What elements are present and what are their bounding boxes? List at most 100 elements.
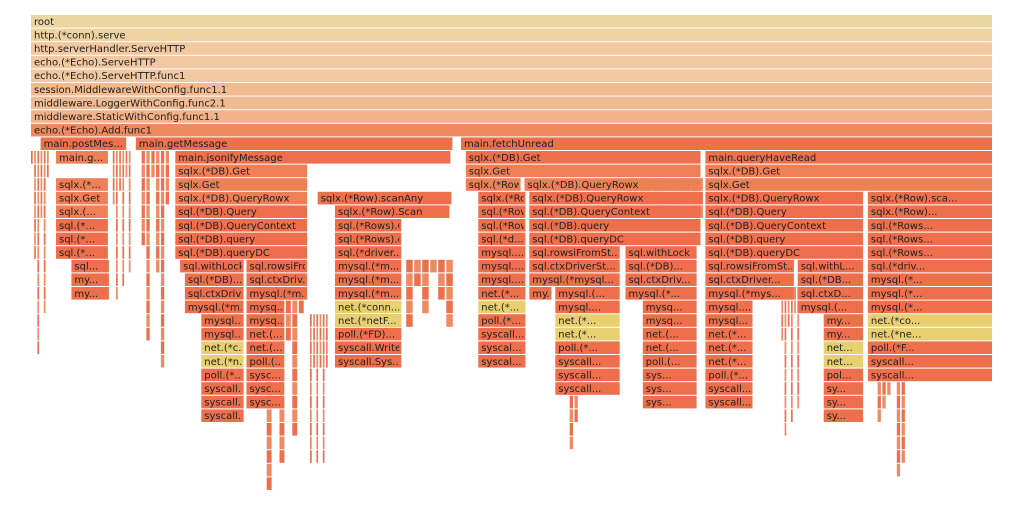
flame-frame[interactable]: poll.(*F... [867,341,992,354]
flame-frame[interactable]: sqlx.(*Row).scanAny [317,191,452,205]
flame-frame-bar[interactable] [478,287,526,300]
flame-sliver[interactable] [146,327,150,341]
flame-sliver[interactable] [285,327,291,341]
flame-frame[interactable]: http.serverHandler.ServeHTTP [31,42,992,55]
flame-frame[interactable]: sql.(*Rows... [867,246,992,259]
flame-sliver[interactable] [146,205,150,218]
flame-frame[interactable]: mysql.(... [555,287,620,300]
flame-frame-bar[interactable] [184,273,244,286]
flame-sliver[interactable] [316,327,319,341]
flame-sliver[interactable] [160,259,165,273]
flame-sliver[interactable] [43,300,46,314]
flame-frame-bar[interactable] [529,287,552,300]
flame-frame[interactable]: net.(*... [478,287,526,300]
flame-frame-bar[interactable] [529,191,701,205]
flame-sliver[interactable] [156,164,160,178]
flame-sliver[interactable] [787,300,790,314]
flame-frame-bar[interactable] [56,205,108,218]
flame-frame-bar[interactable] [478,246,526,259]
flame-frame[interactable]: mysql.(... [797,300,864,314]
flame-frame[interactable]: sysc... [246,368,285,382]
flame-sliver[interactable] [791,355,793,368]
flame-sliver[interactable] [313,327,315,341]
flame-frame[interactable]: sql.(*DB)... [184,273,244,286]
flame-sliver[interactable] [784,300,787,314]
flame-sliver[interactable] [156,219,160,232]
flame-frame-bar[interactable] [867,341,992,354]
flame-frame-bar[interactable] [246,287,308,300]
flame-sliver[interactable] [266,450,272,463]
flame-sliver[interactable] [901,436,905,450]
flame-frame[interactable]: mysq... [642,300,697,314]
flame-sliver[interactable] [37,151,40,164]
flame-frame-bar[interactable] [797,300,864,314]
flame-sliver[interactable] [43,164,46,178]
flame-sliver[interactable] [34,151,36,164]
flame-frame[interactable]: net.(*... [705,355,753,368]
flame-sliver[interactable] [160,151,165,164]
flame-sliver[interactable] [37,246,40,259]
flame-sliver[interactable] [160,178,165,191]
flame-frame-bar[interactable] [705,259,794,273]
flame-sliver[interactable] [160,232,165,246]
flame-frame[interactable]: sqlx.Get [705,178,992,191]
flame-sliver[interactable] [160,355,165,368]
flame-sliver[interactable] [279,423,285,436]
flame-frame-bar[interactable] [705,368,753,382]
flame-frame[interactable]: main.getMessage [135,137,453,150]
flame-sliver[interactable] [43,232,46,246]
flame-frame[interactable]: echo.(*Echo).ServeHTTP.func1 [31,69,992,82]
flame-sliver[interactable] [122,246,125,259]
flame-frame[interactable]: syscall... [867,368,992,382]
flame-sliver[interactable] [34,219,36,232]
flame-sliver[interactable] [791,341,793,354]
flame-frame-bar[interactable] [705,151,992,164]
flame-sliver[interactable] [141,178,145,191]
flame-frame-bar[interactable] [56,191,108,205]
flame-sliver[interactable] [146,191,150,205]
flame-sliver[interactable] [266,409,272,422]
flame-sliver[interactable] [322,395,325,409]
flame-frame[interactable]: sy... [823,382,864,395]
flame-sliver[interactable] [292,355,298,368]
flame-sliver[interactable] [285,300,291,314]
flame-frame[interactable]: sql.(*Rows... [867,232,992,246]
flame-frame[interactable]: sqlx.(*DB).Get [175,164,308,178]
flame-sliver[interactable] [112,151,115,164]
flame-frame[interactable]: main.queryHaveRead [705,151,992,164]
flame-sliver[interactable] [165,191,169,205]
flame-frame-bar[interactable] [246,355,285,368]
flame-sliver[interactable] [160,314,165,327]
flame-sliver[interactable] [125,164,128,178]
flame-frame[interactable]: syscall... [478,327,526,341]
flame-frame-bar[interactable] [823,355,864,368]
flame-frame[interactable]: mysql.(*... [867,273,992,286]
flame-sliver[interactable] [112,178,115,191]
flame-sliver[interactable] [40,191,43,205]
flame-frame-bar[interactable] [524,178,701,191]
flame-sliver[interactable] [569,436,573,450]
flame-frame-bar[interactable] [705,341,753,354]
flame-frame-bar[interactable] [642,368,697,382]
flame-frame-bar[interactable] [175,151,451,164]
flame-sliver[interactable] [313,341,315,354]
flame-sliver[interactable] [896,450,901,463]
flame-sliver[interactable] [34,205,36,218]
flame-sliver[interactable] [791,382,793,395]
flame-frame-bar[interactable] [529,205,701,218]
flame-frame[interactable]: pol... [823,368,864,382]
flame-sliver[interactable] [122,191,125,205]
flame-sliver[interactable] [406,314,413,327]
flame-sliver[interactable] [326,327,328,341]
flame-frame[interactable]: sql.(*DB).query [705,232,864,246]
flame-frame[interactable]: poll.(*... [555,341,620,354]
flame-frame-bar[interactable] [642,314,697,327]
flame-sliver[interactable] [156,246,160,259]
flame-sliver[interactable] [47,164,49,178]
flame-sliver[interactable] [279,450,285,463]
flame-frame[interactable]: sql.(*DB).QueryContext [529,205,701,218]
flame-sliver[interactable] [43,273,46,286]
flame-sliver[interactable] [119,164,121,178]
flame-sliver[interactable] [116,219,118,232]
flame-frame[interactable]: syscall... [201,395,247,409]
